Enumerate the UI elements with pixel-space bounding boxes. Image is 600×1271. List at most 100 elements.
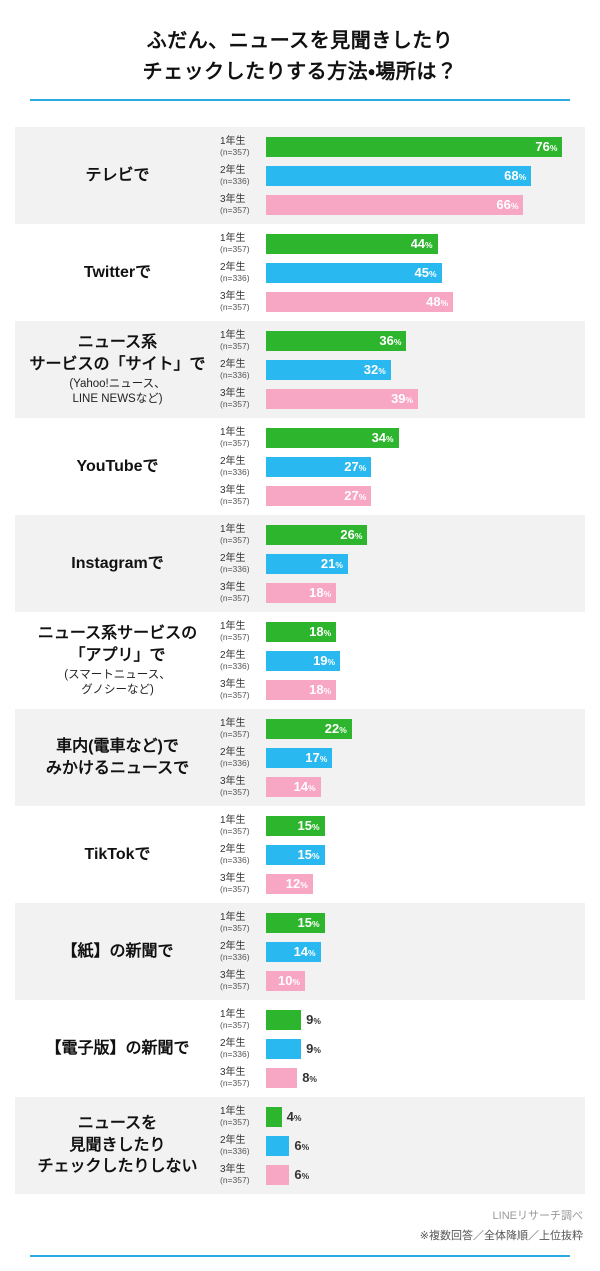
bar-value-unit: % — [311, 850, 320, 861]
bar-row: 3年生 (n=357) 10% — [220, 966, 585, 995]
series-sample-size: (n=357) — [220, 204, 250, 215]
bar — [266, 1164, 290, 1185]
bar-value-unit: % — [323, 627, 332, 638]
bar-value: 44% — [411, 235, 438, 253]
series-label: 1年生 (n=357) — [220, 718, 266, 739]
chart-header: ふだん、ニュースを見聞きしたり チェックしたりする方法・場所は？ — [15, 26, 585, 101]
bar: 76% — [266, 136, 563, 157]
category-label-line: チェックしたりしない — [37, 1158, 198, 1176]
bar-track: 36% — [266, 330, 585, 351]
series-name: 3年生 — [220, 1067, 246, 1079]
series-sample-size: (n=357) — [220, 243, 250, 254]
series-name: 1年生 — [220, 524, 246, 536]
category-label-line: YouTubeで — [76, 457, 159, 475]
bar-value-unit: % — [440, 297, 449, 308]
category-label-line: Instagramで — [71, 554, 164, 572]
bar-value: 14% — [294, 943, 321, 961]
bar-track: 8% — [266, 1067, 585, 1088]
bar-row: 3年生 (n=357) 48% — [220, 287, 585, 316]
bar-value: 27% — [344, 458, 371, 476]
series-label: 1年生 (n=357) — [220, 815, 266, 836]
bar-row: 1年生 (n=357) 9% — [220, 1005, 585, 1034]
bar-row: 1年生 (n=357) 15% — [220, 908, 585, 937]
bar-row: 2年生 (n=336) 27% — [220, 452, 585, 481]
bar: 39% — [266, 388, 419, 409]
bar: 68% — [266, 165, 532, 186]
bar-value-unit: % — [358, 491, 367, 502]
series-label: 2年生 (n=336) — [220, 359, 266, 380]
bar-row: 2年生 (n=336) 14% — [220, 937, 585, 966]
bar-track: 26% — [266, 524, 585, 545]
series-name: 1年生 — [220, 1009, 246, 1021]
bar-value-number: 14 — [293, 943, 309, 959]
bar-value: 9% — [306, 1040, 321, 1058]
bar-row: 3年生 (n=357) 27% — [220, 481, 585, 510]
bar-value-number: 22 — [324, 720, 340, 736]
series-sample-size: (n=336) — [220, 1145, 250, 1156]
bar-row: 3年生 (n=357) 12% — [220, 869, 585, 898]
bar-group: 1年生 (n=357) 4% 2年生 (n=336) 6% 3年生 (n=357) 6% — [220, 1102, 585, 1189]
category-label-line: ニュースを — [77, 1115, 158, 1133]
bar-value: 26% — [340, 526, 367, 544]
series-name: 3年生 — [220, 1164, 246, 1176]
category-label-line: ニュース系サービスの — [37, 624, 198, 642]
category-label: 車内(電車など)で みかけるニュースで — [15, 736, 220, 779]
bar-value-number: 34 — [371, 429, 387, 445]
series-label: 1年生 (n=357) — [220, 912, 266, 933]
chart-rows: テレビで 1年生 (n=357) 76% 2年生 (n=336) 68% 3年生 (n=357)… — [15, 127, 585, 1194]
bar-value-number: 44 — [410, 235, 426, 251]
category-label: ニュース系 サービスの「サイト」で (Yahoo!ニュース、 LINE NEWSなど) — [15, 332, 220, 407]
bar-value: 21% — [321, 555, 348, 573]
series-name: 1年生 — [220, 233, 246, 245]
bar-value: 48% — [426, 293, 453, 311]
bar-row: 2年生 (n=336) 6% — [220, 1131, 585, 1160]
category-sublabel-line: (スマートニュース、 — [64, 669, 171, 682]
bar-value-unit: % — [339, 724, 347, 735]
bar-track: 45% — [266, 262, 585, 283]
bar-track: 10% — [266, 970, 585, 991]
series-label: 2年生 (n=336) — [220, 165, 266, 186]
bar-value: 32% — [364, 361, 391, 379]
bar-value: 15% — [297, 817, 324, 835]
bar-track: 21% — [266, 553, 585, 574]
series-sample-size: (n=357) — [220, 495, 250, 506]
bar-track: 19% — [266, 650, 585, 671]
bar: 18% — [266, 621, 337, 642]
bar-row: 2年生 (n=336) 17% — [220, 743, 585, 772]
bar-value-unit: % — [327, 656, 336, 667]
bar-value-unit: % — [323, 685, 332, 696]
bar-track: 44% — [266, 233, 585, 254]
series-name: 3年生 — [220, 485, 246, 497]
series-label: 1年生 (n=357) — [220, 621, 266, 642]
category-label-main: テレビで — [21, 165, 214, 187]
bar-value-unit: % — [428, 268, 437, 279]
category-label-main: 車内(電車など)で みかけるニュースで — [21, 736, 214, 779]
bar-track: 76% — [266, 136, 585, 157]
bar-row: 3年生 (n=357) 6% — [220, 1160, 585, 1189]
series-sample-size: (n=357) — [220, 592, 250, 603]
category-row: Instagramで 1年生 (n=357) 26% 2年生 (n=336) 21% 3年生(… — [15, 515, 585, 612]
series-label: 3年生 (n=357) — [220, 485, 266, 506]
bar-value-unit: % — [354, 530, 363, 541]
category-row: テレビで 1年生 (n=357) 76% 2年生 (n=336) 68% 3年生 (n=357)… — [15, 127, 585, 224]
bar-track: 34% — [266, 427, 585, 448]
series-sample-size: (n=357) — [220, 534, 250, 545]
bar — [266, 1135, 290, 1156]
series-name: 2年生 — [220, 650, 246, 662]
category-label: ニュースを 見聞きしたり チェックしたりしない — [15, 1113, 220, 1178]
bar: 15% — [266, 912, 325, 933]
bar-value-unit: % — [378, 365, 386, 376]
bar-value-unit: % — [311, 821, 320, 832]
bar-value: 8% — [302, 1069, 317, 1087]
series-label: 3年生 (n=357) — [220, 1067, 266, 1088]
chart-title-line-2: チェックしたりする方法・場所は？ — [142, 61, 458, 83]
bar-value-unit: % — [292, 976, 300, 987]
series-name: 2年生 — [220, 844, 246, 856]
series-name: 1年生 — [220, 330, 246, 342]
bar-track: 22% — [266, 718, 585, 739]
category-label-line: 車内(電車など)で — [56, 737, 179, 755]
title-divider-line — [30, 99, 570, 101]
series-name: 1年生 — [220, 136, 246, 148]
category-row: ニュース系 サービスの「サイト」で (Yahoo!ニュース、 LINE NEWSなど)… — [15, 321, 585, 418]
chart-title-line-1: ふだん、ニュースを見聞きしたり — [146, 30, 454, 52]
